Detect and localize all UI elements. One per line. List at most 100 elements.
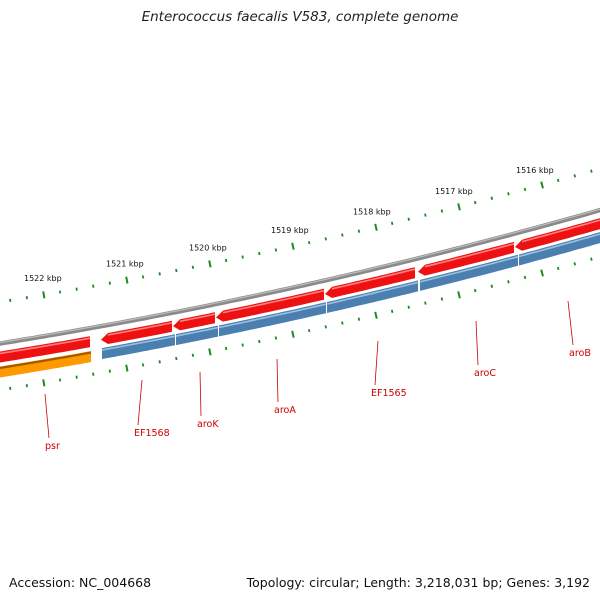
leader-aroc (475, 320, 479, 366)
inner-tick-22 (374, 311, 378, 319)
inner-tick-2 (42, 379, 46, 387)
inner-tick-1 (25, 384, 28, 388)
inner-tick-33 (556, 266, 560, 271)
inner-tick-6 (108, 369, 111, 373)
leader-ef1568 (137, 379, 143, 426)
inner-tick-15 (258, 339, 261, 344)
label-leaders (44, 300, 574, 439)
inner-tick-5 (92, 372, 95, 376)
outer-tick-28 (473, 200, 477, 205)
gene-label-ef1565: EF1565 (371, 388, 407, 399)
outer-tick-14 (241, 255, 244, 259)
inner-tick-17 (291, 330, 295, 338)
cds-highlight-arok (179, 313, 216, 323)
outer-tick-26 (440, 209, 444, 213)
cds-highlight-ef1565 (331, 268, 416, 290)
position-label: 1517 kbp (435, 187, 473, 196)
inner-tick-26 (440, 297, 444, 301)
inner-tick-30 (507, 280, 510, 284)
outer-tick-34 (573, 174, 577, 178)
position-label: 1516 kbp (516, 166, 554, 175)
outer-tick-10 (175, 268, 178, 273)
outer-tick-3 (58, 290, 62, 294)
leader-arok (199, 371, 202, 417)
gene-highlight-2 (218, 303, 327, 329)
gene-highlight-3 (326, 281, 419, 305)
gene-highlight-4 (419, 255, 519, 283)
inner-tick-14 (241, 343, 244, 347)
outer-tick-29 (490, 196, 494, 200)
inner-tick-23 (390, 309, 394, 314)
backbone-band (0, 207, 600, 346)
inner-tick-16 (274, 336, 278, 340)
position-label: 1518 kbp (353, 207, 391, 216)
outer-tick-2 (42, 291, 46, 299)
cds-highlight-aroa (222, 289, 325, 314)
inner-tick-31 (523, 275, 527, 280)
inner-tick-24 (407, 305, 410, 309)
inner-tick-18 (307, 328, 311, 333)
outer-tick-17 (291, 242, 295, 250)
outer-tick-32 (540, 181, 544, 189)
outer-tick-7 (125, 276, 129, 284)
outer-tick-19 (324, 237, 327, 241)
gene-label-arok: aroK (197, 419, 219, 430)
position-label: 1522 kbp (24, 274, 62, 283)
inner-tick-19 (324, 325, 327, 329)
outer-tick-20 (341, 233, 344, 237)
inner-tick-8 (141, 363, 145, 367)
inner-tick-11 (191, 353, 195, 357)
inner-tick-29 (490, 284, 494, 288)
outer-tick-31 (523, 187, 527, 192)
genome-backbone (0, 207, 600, 346)
outer-tick-12 (208, 260, 212, 268)
psr-gene-edge (0, 351, 92, 370)
genome-title: Enterococcus faecalis V583, complete gen… (141, 9, 459, 25)
inner-tick-21 (357, 317, 361, 321)
leader-arob (567, 300, 574, 346)
outer-tick-18 (307, 240, 311, 245)
outer-tick-15 (258, 251, 261, 256)
cds-highlight-ef1568 (107, 322, 173, 336)
outer-tick-30 (507, 192, 510, 196)
genome-summary: Topology: circular; Length: 3,218,031 bp… (246, 575, 590, 590)
outer-tick-8 (141, 275, 145, 279)
outer-tick-35 (590, 169, 593, 173)
outer-tick-13 (224, 258, 228, 263)
outer-tick-9 (158, 272, 161, 276)
outer-tick-4 (75, 287, 78, 291)
inner-tick-27 (457, 291, 461, 299)
inner-tick-12 (208, 348, 212, 356)
leader-ef1565 (374, 340, 379, 386)
outer-tick-22 (374, 223, 378, 231)
gene-highlight-5 (518, 233, 600, 258)
inner-tick-7 (125, 364, 129, 372)
position-label: 1521 kbp (106, 260, 144, 269)
inner-tick-3 (58, 378, 62, 382)
outer-tick-23 (390, 221, 394, 226)
outer-tick-11 (191, 265, 195, 269)
position-label: 1519 kbp (271, 226, 309, 235)
outer-tick-6 (108, 281, 111, 285)
backbone-highlight (0, 208, 600, 344)
inner-tick-28 (473, 288, 477, 293)
leader-psr (44, 393, 50, 439)
gene-label-ef1568: EF1568 (134, 428, 170, 439)
gene-label-aroa: aroA (274, 405, 296, 416)
outer-tick-5 (92, 284, 95, 288)
inner-tick-34 (573, 262, 577, 266)
accession-text: Accession: NC_004668 (9, 575, 152, 590)
inner-tick-4 (75, 375, 78, 379)
inner-scale-ticks (9, 257, 593, 391)
gene-highlight-0 (101, 335, 176, 351)
inner-tick-25 (424, 301, 427, 305)
inner-tick-32 (540, 269, 544, 277)
cds-highlight-psr (0, 337, 91, 355)
outer-tick-0 (9, 298, 12, 303)
outer-tick-16 (274, 248, 278, 252)
gene-label-arob: aroB (569, 348, 591, 359)
gene-label-psr: psr (45, 441, 60, 452)
cds-highlight-aroc (424, 243, 515, 268)
